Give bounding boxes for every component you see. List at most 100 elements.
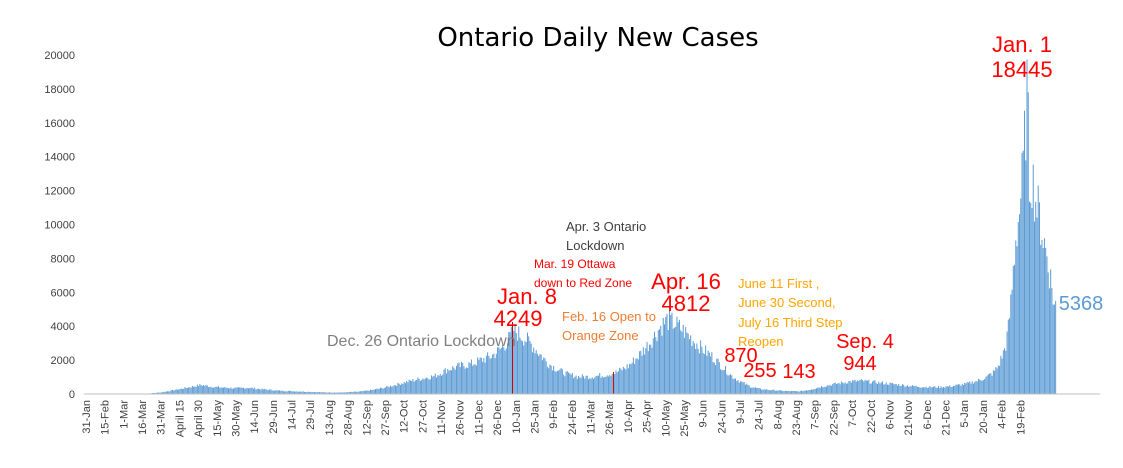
- bar: [563, 374, 565, 394]
- bar: [752, 387, 754, 394]
- bar: [413, 381, 415, 394]
- bar: [196, 384, 198, 394]
- x-tick-label: 1-Mar: [118, 400, 130, 429]
- bar: [490, 358, 492, 394]
- bar: [919, 387, 921, 394]
- bar: [269, 389, 271, 394]
- bar: [666, 313, 668, 394]
- bar: [201, 385, 203, 394]
- bar: [261, 388, 263, 394]
- bar: [462, 362, 464, 394]
- bar: [972, 383, 974, 394]
- bar: [693, 343, 695, 394]
- bar: [802, 391, 804, 394]
- bar: [383, 387, 385, 394]
- bar: [1014, 264, 1016, 394]
- bar: [472, 365, 474, 394]
- bar: [592, 378, 594, 394]
- bar: [893, 384, 895, 394]
- bar: [183, 388, 185, 394]
- bar: [333, 392, 335, 394]
- bar: [345, 392, 347, 394]
- bar: [343, 392, 345, 394]
- bar: [512, 321, 514, 394]
- annotation-label: Apr. 3 Ontario: [566, 219, 646, 234]
- bar: [1040, 244, 1042, 394]
- bar: [301, 391, 303, 394]
- bar: [792, 390, 794, 394]
- annotation-label: 4249: [494, 306, 543, 331]
- x-tick-label: 9-Feb: [548, 400, 560, 429]
- x-tick-label: 9-Jun: [698, 400, 710, 428]
- bar: [799, 390, 801, 394]
- bar: [612, 371, 614, 394]
- bar: [458, 362, 460, 394]
- bar: [429, 379, 431, 394]
- bar: [244, 388, 246, 394]
- bar: [1004, 348, 1006, 394]
- bar: [1010, 294, 1012, 394]
- bar: [796, 391, 798, 394]
- bar: [1042, 247, 1044, 394]
- bar: [720, 369, 722, 394]
- bar: [397, 382, 399, 394]
- x-tick-label: 11-Mar: [586, 400, 598, 434]
- bar: [432, 376, 434, 394]
- bar: [596, 375, 598, 394]
- bar: [678, 319, 680, 394]
- bar: [433, 375, 435, 394]
- x-tick-label: 30-May: [230, 400, 242, 437]
- bar: [833, 383, 835, 394]
- bar: [943, 386, 945, 394]
- bar: [687, 333, 689, 394]
- bar: [959, 384, 961, 394]
- bar: [711, 352, 713, 394]
- bar: [401, 383, 403, 394]
- bar: [475, 365, 477, 394]
- bar: [239, 387, 241, 394]
- x-tick-label: 14-Jul: [287, 400, 299, 430]
- bar: [541, 360, 543, 394]
- bar: [382, 388, 384, 394]
- bar: [702, 353, 704, 394]
- bar: [290, 390, 292, 394]
- bar: [467, 367, 469, 394]
- bar: [574, 376, 576, 394]
- bar: [956, 384, 958, 394]
- bar: [909, 386, 911, 394]
- bar: [384, 387, 386, 394]
- bar: [446, 373, 448, 394]
- bar: [193, 386, 195, 394]
- bar: [431, 375, 433, 394]
- bar: [189, 387, 191, 394]
- bar: [769, 390, 771, 394]
- annotation-label: June 30 Second,: [738, 295, 836, 310]
- bar: [789, 391, 791, 394]
- bar: [528, 336, 530, 394]
- bar: [1015, 240, 1017, 394]
- bar: [232, 388, 234, 394]
- bar: [680, 330, 682, 394]
- bar: [155, 392, 157, 394]
- bar: [513, 330, 515, 394]
- bar: [938, 386, 940, 394]
- bar: [688, 339, 690, 394]
- bar: [915, 385, 917, 394]
- bar: [1019, 214, 1021, 394]
- bar: [969, 381, 971, 394]
- bar: [190, 387, 192, 394]
- bar: [277, 390, 279, 394]
- bar: [245, 388, 247, 394]
- annotation-label: June 11 First ,: [738, 276, 819, 291]
- bar: [403, 381, 405, 394]
- bar: [829, 384, 831, 394]
- bar: [356, 391, 358, 394]
- bar: [391, 386, 393, 394]
- bar: [555, 371, 557, 394]
- bar: [367, 390, 369, 394]
- bar: [386, 386, 388, 394]
- bar: [970, 383, 972, 394]
- bar: [234, 387, 236, 394]
- bar: [642, 347, 644, 394]
- bar: [801, 390, 803, 394]
